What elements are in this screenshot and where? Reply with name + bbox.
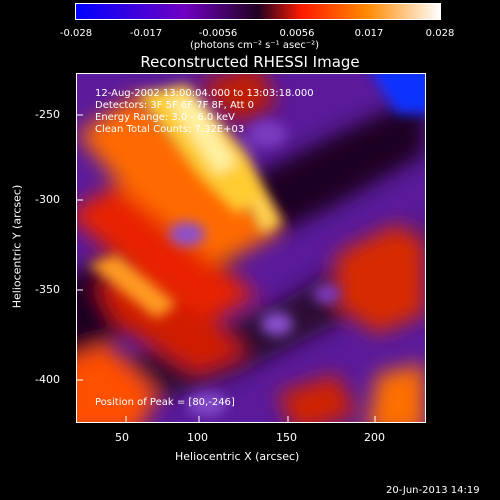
peak-position-annotation: Position of Peak = [80,-246] (95, 397, 235, 408)
x-tick-label: 50 (115, 431, 129, 444)
colorbar-tick-label: 0.028 (425, 28, 455, 39)
counts-annotation: Clean Total Counts: 7.32E+03 (95, 124, 245, 135)
colorbar-tick-label: -0.028 (59, 28, 93, 39)
heatmap-plot: 12-Aug-2002 13:00:04.000 to 13:03:18.000… (76, 73, 426, 423)
x-tick-label: 100 (187, 431, 208, 444)
timestamp-footer: 20-Jun-2013 14:19 (386, 485, 480, 496)
y-tick-label: -350 (35, 283, 60, 296)
colorbar-tick-label: -0.017 (129, 28, 163, 39)
colorbar-tick-label: -0.0056 (198, 28, 238, 39)
y-tick-label: -300 (35, 193, 60, 206)
colorbar-units: (photons cm⁻² s⁻¹ asec⁻²) (190, 40, 320, 51)
colorbar-gradient (76, 4, 440, 19)
x-axis-label: Heliocentric X (arcsec) (175, 450, 300, 463)
detectors-annotation: Detectors: 3F 5F 6F 7F 8F, Att 0 (95, 100, 255, 111)
energy-range-annotation: Energy Range: 3.0 - 6.0 keV (95, 112, 235, 123)
colorbar-tick-label: 0.0056 (279, 28, 315, 39)
colorbar (75, 3, 441, 20)
y-tick-label: -400 (35, 373, 60, 386)
x-tick-label: 200 (364, 431, 385, 444)
time-range-annotation: 12-Aug-2002 13:00:04.000 to 13:03:18.000 (95, 88, 314, 99)
heatmap-image (77, 74, 425, 422)
y-tick-label: -250 (35, 108, 60, 121)
x-tick-label: 150 (276, 431, 297, 444)
colorbar-tick-label: 0.017 (354, 28, 384, 39)
y-axis-label: Heliocentric Y (arcsec) (10, 184, 24, 309)
image-title: Reconstructed RHESSI Image (140, 53, 360, 71)
